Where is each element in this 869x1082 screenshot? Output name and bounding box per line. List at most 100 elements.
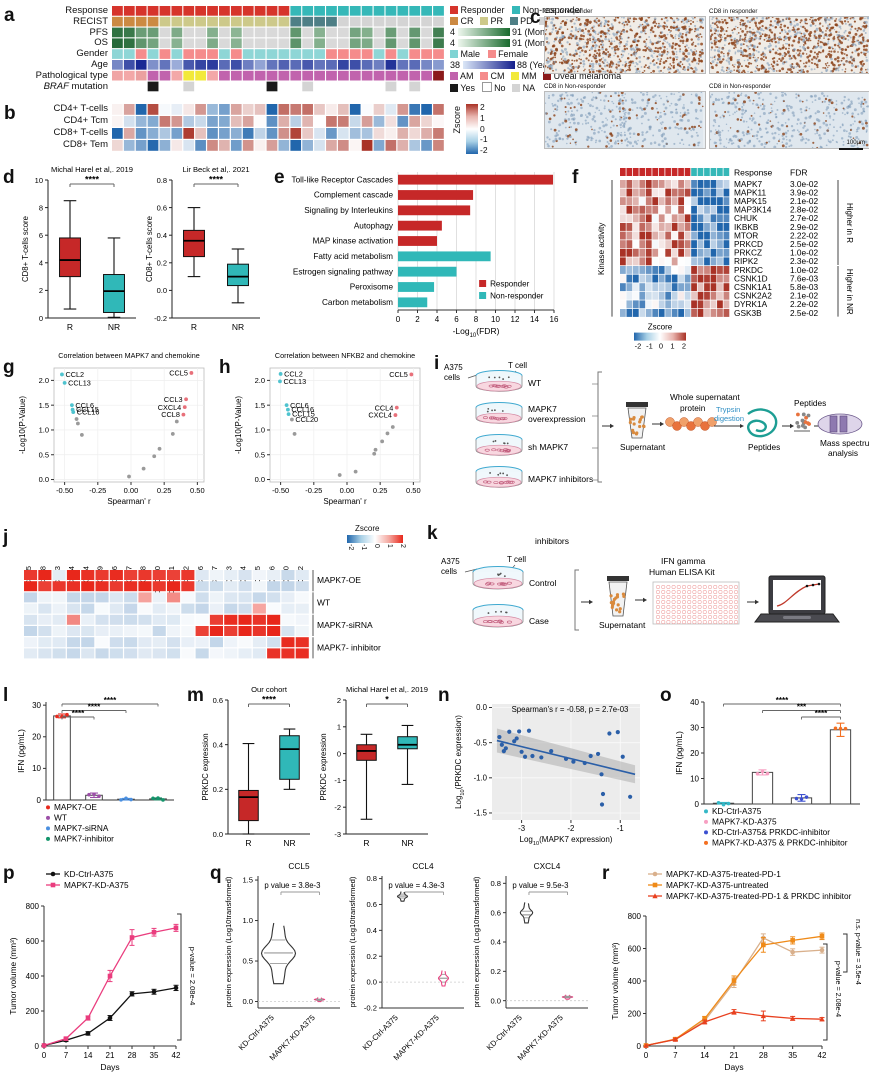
svg-text:-0.2: -0.2 — [364, 1004, 377, 1013]
panel-b-row-3: CD8+ Tem — [63, 139, 108, 150]
svg-text:MAPK7-KD-A375-untreated: MAPK7-KD-A375-untreated — [666, 880, 769, 890]
svg-text:30: 30 — [32, 701, 41, 710]
swatch-yes — [450, 84, 458, 92]
svg-text:CCL4: CCL4 — [375, 403, 394, 412]
svg-text:MAP3K14: MAP3K14 — [734, 205, 772, 215]
svg-text:Mass spectrum: Mass spectrum — [820, 438, 869, 448]
svg-text:****: **** — [85, 175, 100, 185]
svg-text:T cell: T cell — [508, 361, 527, 370]
svg-text:0: 0 — [695, 800, 700, 809]
svg-text:21: 21 — [106, 1051, 115, 1060]
svg-text:-2: -2 — [635, 342, 642, 351]
svg-text:CCL2: CCL2 — [284, 370, 303, 379]
svg-text:MAPK7-inhibitor: MAPK7-inhibitor — [54, 834, 114, 844]
panel-p-label: p — [3, 863, 15, 884]
panel-o-chart: 40 30 20 10 0 IFN (pg/mL) **** *** **** KD-Ctrl-A… — [672, 682, 868, 858]
svg-text:RIPK2: RIPK2 — [734, 256, 758, 266]
svg-text:***: *** — [797, 703, 807, 712]
panel-a-label: a — [4, 5, 15, 26]
svg-text:p value = 3.8e-3: p value = 3.8e-3 — [264, 881, 320, 890]
svg-text:1.0e-02: 1.0e-02 — [790, 265, 819, 275]
svg-text:0.2: 0.2 — [213, 785, 223, 794]
panel-n: n Spearman's r = -0.58, p = 2.7e-03 -3 -2 -… — [436, 680, 660, 858]
legend-pathology: AM CM MM Uveal melanoma — [450, 71, 680, 82]
svg-text:protein: protein — [680, 403, 706, 413]
legend-na-label: NA — [522, 83, 536, 93]
legend-response: Responder Non-responder — [450, 5, 680, 16]
legend-age-min: 38 — [450, 60, 461, 70]
panel-j-label: j — [3, 527, 9, 548]
svg-text:MAPK7: MAPK7 — [734, 179, 763, 189]
svg-text:p value = 4.3e-3: p value = 4.3e-3 — [388, 881, 444, 890]
svg-text:0.0: 0.0 — [490, 996, 501, 1005]
svg-text:0.4: 0.4 — [490, 938, 501, 947]
svg-text:-1: -1 — [646, 342, 653, 351]
svg-text:NR: NR — [283, 838, 295, 848]
swatch-no — [481, 82, 492, 92]
svg-text:Correlation between NFKB2 and: Correlation between NFKB2 and chemokine — [275, 351, 415, 360]
svg-text:-1.0: -1.0 — [474, 773, 488, 782]
legend-os-max: 91 (Months) — [512, 38, 561, 48]
panel-a-row-7: BRAF mutation — [43, 80, 108, 92]
svg-text:cells: cells — [444, 373, 460, 382]
svg-text:digestion: digestion — [714, 414, 744, 423]
legend-pd-label: PD — [520, 16, 533, 26]
svg-text:8: 8 — [39, 203, 43, 212]
svg-text:0.5: 0.5 — [255, 450, 265, 459]
svg-text:Response: Response — [734, 168, 773, 178]
svg-text:CCL6: CCL6 — [290, 401, 309, 410]
svg-text:CCL6: CCL6 — [75, 401, 94, 410]
svg-text:KD-Ctrl-A375: KD-Ctrl-A375 — [64, 869, 114, 879]
svg-text:MAPK7- inhibitor: MAPK7- inhibitor — [317, 642, 381, 652]
svg-text:-3: -3 — [334, 830, 341, 839]
svg-text:3.0e-02: 3.0e-02 — [790, 179, 819, 189]
svg-text:0: 0 — [35, 1042, 40, 1051]
panel-a-row-0: Response — [65, 5, 108, 16]
svg-text:Signaling by Interleukins: Signaling by Interleukins — [304, 206, 393, 215]
svg-text:*: * — [385, 695, 389, 705]
svg-text:400: 400 — [26, 972, 40, 981]
svg-text:WT: WT — [317, 598, 330, 608]
svg-text:1.0: 1.0 — [39, 426, 49, 435]
legend-os: 4 91 (Months) — [450, 38, 680, 49]
svg-text:PRKDC expression: PRKDC expression — [319, 733, 328, 800]
svg-text:MAPK7-KD-A375-treated-PD-1 & P: MAPK7-KD-A375-treated-PD-1 & PRKDC inhib… — [666, 891, 852, 901]
svg-text:CXCL11: CXCL11 — [167, 566, 176, 594]
svg-text:MAPK7-OE: MAPK7-OE — [317, 575, 361, 585]
zscore-gradient-bar — [466, 104, 478, 154]
swatch-am — [450, 72, 458, 80]
svg-text:1: 1 — [337, 723, 341, 732]
svg-text:600: 600 — [26, 937, 40, 946]
legend-responder-label: Responder — [460, 5, 505, 15]
panel-b-row-0: CD4+ T-cells — [53, 103, 108, 114]
svg-text:Control: Control — [529, 578, 557, 588]
svg-text:Tumor volume (mm³): Tumor volume (mm³) — [8, 937, 18, 1014]
panel-p-chart: 800 600 400 200 0 0 7 14 21 28 35 42 Days Tumor volum… — [6, 860, 206, 1080]
legend-cr-label: CR — [460, 16, 474, 26]
violin-chart-1: CCL4 0.8 0.6 0.4 0.2 0.0 -0.2 protein expressio… — [346, 860, 470, 1078]
svg-text:MAPK7-OE: MAPK7-OE — [54, 802, 97, 812]
svg-text:1.0: 1.0 — [255, 426, 265, 435]
violin-chart-2: CXCL4 0.8 0.6 0.4 0.2 0.0 protein expression (… — [470, 860, 594, 1078]
svg-text:2.3e-02: 2.3e-02 — [790, 256, 819, 266]
svg-text:Human ELISA Kit: Human ELISA Kit — [649, 567, 715, 577]
svg-text:0: 0 — [37, 796, 42, 805]
svg-text:0.0: 0.0 — [255, 475, 265, 484]
zscore-tick-j: 2 — [399, 544, 406, 548]
svg-text:Michal Harel et al,. 2019: Michal Harel et al,. 2019 — [346, 685, 428, 694]
svg-text:Peroxisome: Peroxisome — [350, 283, 394, 292]
svg-text:10: 10 — [35, 176, 43, 185]
svg-text:200: 200 — [26, 1007, 40, 1016]
legend-mm-label: MM — [521, 71, 537, 81]
svg-text:CD8+ T-cells score: CD8+ T-cells score — [21, 216, 30, 282]
svg-text:CCL4: CCL4 — [412, 861, 434, 871]
svg-text:NR: NR — [401, 838, 413, 848]
swatch-pd — [509, 17, 518, 25]
svg-text:800: 800 — [628, 912, 642, 921]
svg-text:Autophagy: Autophagy — [354, 221, 394, 230]
svg-text:Whole supernatant: Whole supernatant — [670, 392, 740, 402]
svg-text:analysis: analysis — [828, 448, 858, 458]
svg-text:200: 200 — [628, 1009, 642, 1018]
swatch-uveal — [543, 72, 552, 80]
swatch-nonresponder — [512, 6, 521, 14]
